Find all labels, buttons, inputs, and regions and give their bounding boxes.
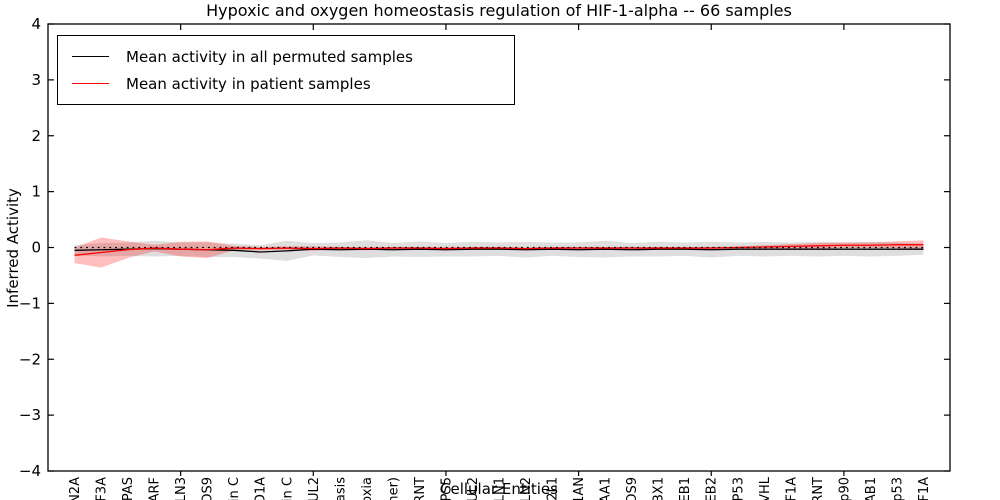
x-category-label: HIF1A/JAB1: [864, 477, 879, 500]
x-category-label: VHL: [758, 476, 773, 500]
x-category-label: VHL/Elongin B/Elongin C/RBX1/CUL2/HIF1A: [917, 477, 932, 500]
permuted-mean-line: [74, 247, 924, 253]
x-category-label: PHD1-3/OS9: [201, 477, 216, 500]
x-category-label: HIF3A: [95, 477, 110, 500]
x-category-label: EGLN2: [519, 477, 534, 500]
x-category-label: OS9: [625, 477, 640, 500]
x-category-label: response to hypoxia: [360, 477, 375, 500]
x-category-label: HIF1A/Hsp90: [837, 477, 852, 500]
x-category-label: TCEB1: [678, 477, 693, 500]
x-category-label: TCEB2: [705, 477, 720, 500]
legend-item-patient: Mean activity in patient samples: [72, 70, 510, 97]
y-tick-label: 2: [31, 127, 41, 145]
y-tick-label: −1: [19, 294, 41, 312]
x-category-label: RBX1: [652, 477, 667, 500]
x-category-label: HIF1A/p53: [890, 477, 905, 500]
x-axis-title: Cellular Entities: [440, 480, 558, 498]
x-category-label: HIF1A/p19ARF: [148, 477, 163, 500]
x-category-label: oxygen homeostasis: [333, 477, 348, 500]
y-tick-label: 3: [31, 71, 41, 89]
x-category-label: EGLN3: [174, 477, 189, 500]
x-category-label: TP53: [731, 477, 746, 500]
x-category-label: GNB2L1: [546, 477, 561, 500]
legend-label-permuted: Mean activity in all permuted samples: [126, 47, 413, 66]
x-category-label: HIF1AN: [572, 477, 587, 500]
legend: Mean activity in all permuted samples Me…: [57, 35, 515, 105]
y-tick-label: 0: [31, 239, 41, 257]
x-category-label: ARNT/IPAS: [121, 477, 136, 500]
x-category-label: HIF1A/RACK1/Elongin B/Elongin C: [227, 477, 242, 500]
y-tick-label: −2: [19, 350, 41, 368]
chart-title: Hypoxic and oxygen homeostasis regulatio…: [206, 1, 792, 20]
x-category-label: CDKN2A: [68, 477, 83, 500]
x-category-label: HIF1A: [784, 477, 799, 500]
x-category-label: ARNT: [413, 477, 428, 500]
x-category-label: VHL/Elongin B/Elongin C/RBX1/CUL2: [307, 477, 322, 500]
x-category-label: FIH (dimer): [386, 477, 401, 500]
y-tick-label: 1: [31, 183, 41, 201]
permuted-std-band: [74, 240, 924, 261]
y-tick-label: −4: [19, 462, 41, 480]
x-category-label: RACK1/Elongin B/Elongin C: [280, 477, 295, 500]
y-tick-label: 4: [31, 15, 41, 33]
x-category-label: EGLN1: [493, 477, 508, 500]
x-category-label: COPS5: [439, 477, 454, 500]
legend-item-permuted: Mean activity in all permuted samples: [72, 43, 510, 70]
legend-permuted-line-icon: [72, 56, 109, 57]
x-category-label: HIF1A/ARNT: [811, 477, 826, 500]
x-category-label: CUL2: [466, 477, 481, 500]
x-category-label: ARD1A: [254, 477, 269, 500]
legend-label-patient: Mean activity in patient samples: [126, 74, 371, 93]
x-category-label: HSP90AA1: [599, 477, 614, 500]
legend-patient-line-icon: [72, 83, 109, 84]
y-tick-label: −3: [19, 406, 41, 424]
